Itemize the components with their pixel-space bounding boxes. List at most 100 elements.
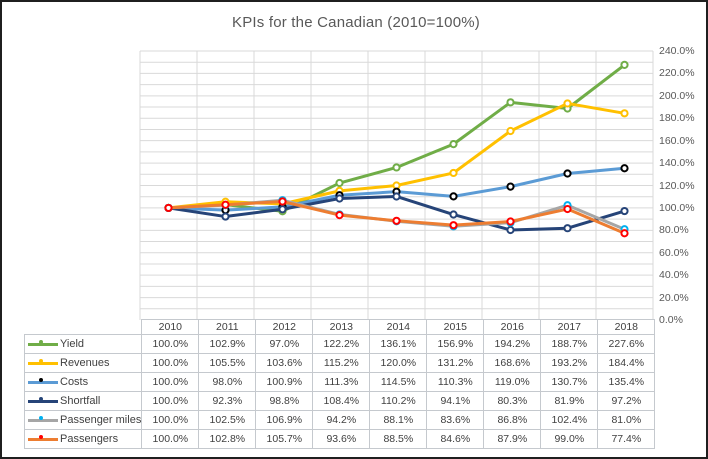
table-row-costs: Costs 100.0% 98.0% 100.9% 111.3% 114.5% 110.3%… bbox=[23, 372, 656, 392]
table-value-cell: 120.0% bbox=[369, 353, 428, 373]
data-point-marker bbox=[506, 217, 515, 226]
table-value-cell: 168.6% bbox=[483, 353, 542, 373]
data-point-marker bbox=[278, 205, 287, 214]
y-axis-tick-label: 0.0% bbox=[659, 314, 683, 326]
table-value-cell: 102.8% bbox=[198, 429, 257, 449]
table-value-cell: 136.1% bbox=[369, 334, 428, 354]
table-value-cell: 102.4% bbox=[540, 410, 599, 430]
table-row-passengers: Passengers 100.0% 102.8% 105.7% 93.6% 88.5% 84… bbox=[23, 429, 656, 449]
data-point-marker bbox=[620, 229, 629, 238]
data-point-marker bbox=[164, 203, 173, 213]
table-value-cell: 105.5% bbox=[198, 353, 257, 373]
legend-key-icon bbox=[28, 395, 58, 407]
table-value-cell: 110.3% bbox=[426, 372, 485, 392]
chart-title: KPIs for the Canadian (2010=100%) bbox=[231, 14, 480, 31]
table-value-cell: 94.2% bbox=[312, 410, 371, 430]
table-value-cell: 227.6% bbox=[597, 334, 656, 354]
x-axis-category-label: 2018 bbox=[597, 319, 656, 335]
data-point-marker bbox=[563, 224, 572, 233]
table-value-cell: 86.8% bbox=[483, 410, 542, 430]
data-point-marker bbox=[392, 163, 401, 172]
table-value-cell: 99.0% bbox=[540, 429, 599, 449]
table-corner-blank bbox=[25, 320, 142, 335]
legend-key-icon bbox=[28, 376, 58, 388]
data-point-marker bbox=[335, 194, 344, 203]
x-axis-category-label: 2015 bbox=[426, 319, 485, 335]
table-value-cell: 100.0% bbox=[141, 410, 200, 430]
table-row-yield: Yield 100.0% 102.9% 97.0% 122.2% 136.1% 156.9%… bbox=[23, 334, 656, 354]
table-value-cell: 94.1% bbox=[426, 391, 485, 411]
table-value-cell: 100.0% bbox=[141, 334, 200, 354]
table-value-cell: 97.2% bbox=[597, 391, 656, 411]
data-point-marker bbox=[335, 178, 344, 188]
y-axis-tick-label: 100.0% bbox=[659, 201, 695, 214]
table-value-cell: 100.0% bbox=[141, 391, 200, 411]
x-axis-category-label: 2013 bbox=[312, 319, 371, 335]
data-point-marker bbox=[449, 168, 458, 178]
table-value-cell: 188.7% bbox=[540, 334, 599, 354]
table-value-cell: 110.2% bbox=[369, 391, 428, 411]
table-value-cell: 115.2% bbox=[312, 353, 371, 373]
table-value-cell: 102.5% bbox=[198, 410, 257, 430]
y-axis-tick-label: 20.0% bbox=[659, 291, 689, 304]
y-axis-tick-label: 160.0% bbox=[659, 134, 695, 147]
data-point-marker bbox=[449, 210, 458, 219]
table-value-cell: 108.4% bbox=[312, 391, 371, 411]
data-point-marker bbox=[506, 225, 515, 235]
table-value-cell: 105.7% bbox=[255, 429, 314, 449]
data-point-marker bbox=[335, 210, 344, 220]
legend-cell: Passenger miles bbox=[23, 410, 143, 430]
data-point-marker bbox=[506, 126, 515, 136]
table-value-cell: 122.2% bbox=[312, 334, 371, 354]
table-value-cell: 103.6% bbox=[255, 353, 314, 373]
table-value-cell: 106.9% bbox=[255, 410, 314, 430]
data-point-marker bbox=[392, 192, 401, 201]
y-axis-tick-label: 120.0% bbox=[659, 179, 695, 192]
y-axis-tick-label: 80.0% bbox=[659, 224, 689, 237]
table-row-revenues: Revenues 100.0% 105.5% 103.6% 115.2% 120.0% 13… bbox=[23, 353, 656, 373]
legend-key-icon bbox=[28, 433, 58, 445]
data-point-marker bbox=[563, 204, 572, 214]
table-value-cell: 100.0% bbox=[141, 353, 200, 373]
table-value-cell: 77.4% bbox=[597, 429, 656, 449]
table-value-cell: 81.0% bbox=[597, 410, 656, 430]
table-value-cell: 194.2% bbox=[483, 334, 542, 354]
x-axis-category-label: 2010 bbox=[141, 319, 200, 335]
table-value-cell: 88.1% bbox=[369, 410, 428, 430]
y-axis-tick-label: 60.0% bbox=[659, 246, 689, 259]
table-value-cell: 93.6% bbox=[312, 429, 371, 449]
table-value-cell: 111.3% bbox=[312, 372, 371, 392]
data-point-marker bbox=[449, 140, 458, 149]
data-point-marker bbox=[620, 164, 629, 173]
data-point-marker bbox=[620, 109, 629, 118]
x-axis-category-label: 2011 bbox=[198, 319, 257, 335]
legend-cell: Yield bbox=[23, 334, 143, 354]
data-point-marker bbox=[221, 212, 230, 221]
data-point-marker bbox=[278, 197, 287, 206]
legend-key-icon bbox=[28, 357, 58, 369]
table-value-cell: 100.9% bbox=[255, 372, 314, 392]
y-axis-tick-label: 220.0% bbox=[659, 67, 695, 80]
series-name-label: Costs bbox=[60, 376, 89, 388]
table-header-row: 2010 2011 2012 2013 2014 2015 2016 2017 2018 bbox=[25, 319, 656, 335]
table-value-cell: 98.8% bbox=[255, 391, 314, 411]
data-point-marker bbox=[449, 192, 458, 201]
legend-cell: Shortfall bbox=[23, 391, 143, 411]
chart-data-table: 2010 2011 2012 2013 2014 2015 2016 2017 2018 Yiel… bbox=[23, 319, 656, 449]
data-point-marker bbox=[392, 216, 401, 225]
data-point-marker bbox=[506, 182, 515, 191]
series-name-label: Shortfall bbox=[60, 395, 101, 407]
data-point-marker bbox=[449, 221, 458, 230]
data-point-marker bbox=[506, 98, 515, 107]
series-name-label: Passengers bbox=[60, 433, 119, 445]
table-value-cell: 97.0% bbox=[255, 334, 314, 354]
table-value-cell: 184.4% bbox=[597, 353, 656, 373]
table-value-cell: 114.5% bbox=[369, 372, 428, 392]
data-point-marker bbox=[563, 169, 572, 178]
table-value-cell: 100.0% bbox=[141, 372, 200, 392]
data-point-marker bbox=[563, 99, 572, 108]
y-axis-tick-label: 40.0% bbox=[659, 269, 689, 282]
table-value-cell: 98.0% bbox=[198, 372, 257, 392]
x-axis-category-label: 2017 bbox=[540, 319, 599, 335]
